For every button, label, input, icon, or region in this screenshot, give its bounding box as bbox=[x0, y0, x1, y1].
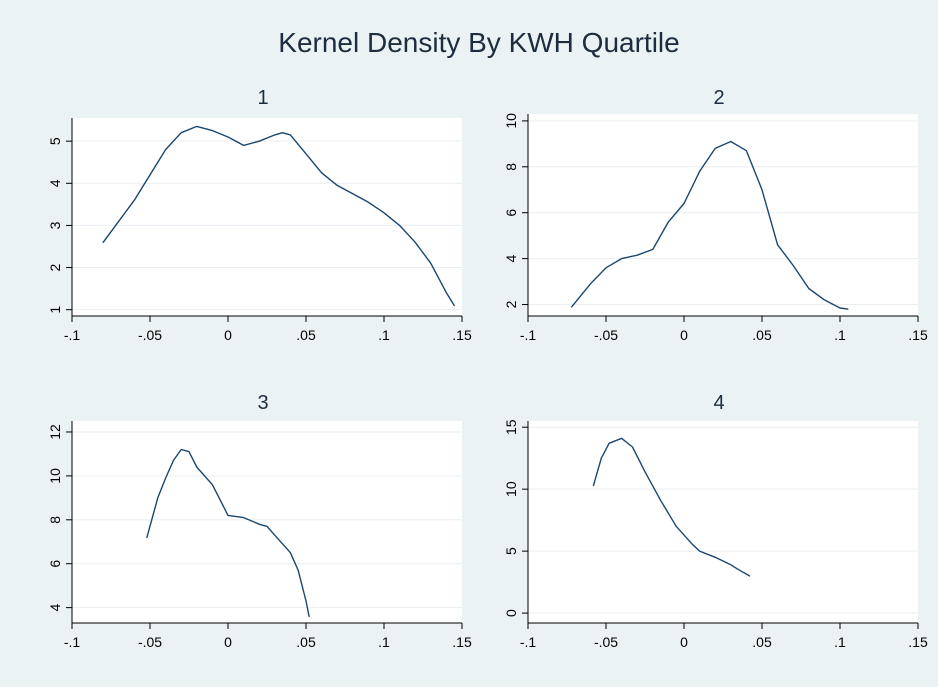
panel-2-x-tick-label-0: -.1 bbox=[520, 327, 537, 343]
panel-2-x-tick-label-5: .15 bbox=[908, 327, 928, 343]
panel-1-y-tick-label-2: 3 bbox=[47, 221, 63, 229]
panel-3-x-tick-label-5: .15 bbox=[452, 634, 472, 650]
panel-4-x-tick-label-4: .1 bbox=[834, 634, 846, 650]
panel-2-density-line-0 bbox=[571, 140, 849, 310]
panel-2-y-tick-label-4: 10 bbox=[503, 113, 519, 129]
panel-1-x-tick-label-2: 0 bbox=[224, 327, 232, 343]
panel-3-title: 3 bbox=[257, 392, 268, 414]
panel-3-x-tick-label-0: -.1 bbox=[64, 634, 81, 650]
panel-2-x-tick-label-3: .05 bbox=[752, 327, 772, 343]
panel-4-y-tick-label-0: 0 bbox=[503, 609, 519, 617]
panel-4-x-tick-label-1: -.05 bbox=[594, 634, 618, 650]
panel-3-y-tick-label-4: 12 bbox=[47, 424, 63, 440]
panel-1-y-tick-label-4: 5 bbox=[47, 137, 63, 145]
panel-4-y-tick-label-1: 5 bbox=[503, 547, 519, 555]
panel-3: 3 -.1 -.05 0 .05 .1 .15 4 6 8 10 12 bbox=[47, 392, 472, 650]
panel-2-plot-area bbox=[528, 114, 918, 316]
panel-4-y-tick-label-3: 15 bbox=[503, 419, 519, 435]
panel-1-title: 1 bbox=[257, 87, 268, 109]
panel-3-plot-area bbox=[72, 421, 462, 623]
panel-3-x-tick-label-3: .05 bbox=[296, 634, 316, 650]
panel-1-y-tick-label-3: 4 bbox=[47, 179, 63, 187]
panel-1-x-tick-label-0: -.1 bbox=[64, 327, 81, 343]
panel-4-density-line-0 bbox=[592, 437, 751, 577]
panel-4-x-tick-label-5: .15 bbox=[908, 634, 928, 650]
panel-2-y-tick-label-2: 6 bbox=[503, 209, 519, 217]
panel-3-x-tick-label-4: .1 bbox=[378, 634, 390, 650]
panel-3-x-tick-label-2: 0 bbox=[224, 634, 232, 650]
panel-3-x-tick-label-1: -.05 bbox=[138, 634, 162, 650]
panel-2-x-tick-label-1: -.05 bbox=[594, 327, 618, 343]
panel-2-x-tick-label-4: .1 bbox=[834, 327, 846, 343]
panel-4-title: 4 bbox=[713, 392, 724, 414]
panel-1-density-line-0 bbox=[102, 125, 455, 307]
panel-1-x-tick-label-3: .05 bbox=[296, 327, 316, 343]
panel-1-plot-area bbox=[72, 118, 462, 316]
panel-4-plot-area bbox=[528, 421, 918, 623]
panel-2-y-tick-label-3: 8 bbox=[503, 163, 519, 171]
panel-1-x-tick-label-4: .1 bbox=[378, 327, 390, 343]
panel-1-x-tick-label-5: .15 bbox=[452, 327, 472, 343]
panel-3-y-tick-label-1: 6 bbox=[47, 560, 63, 568]
panel-3-y-tick-label-3: 10 bbox=[47, 468, 63, 484]
panel-2-y-tick-label-0: 2 bbox=[503, 300, 519, 308]
panel-4-x-tick-label-2: 0 bbox=[680, 634, 688, 650]
panel-3-density-line-0 bbox=[146, 448, 310, 618]
panel-1: 1 -.1 -.05 0 .05 .1 .15 1 2 3 4 5 bbox=[47, 87, 472, 343]
panel-1-y-tick-label-0: 1 bbox=[47, 306, 63, 314]
panel-3-y-tick-label-2: 8 bbox=[47, 516, 63, 524]
panel-2: 2 -.1 -.05 0 .05 .1 .15 2 4 6 8 10 bbox=[503, 87, 928, 343]
panel-1-y-tick-label-1: 2 bbox=[47, 263, 63, 271]
panel-2-title: 2 bbox=[713, 87, 724, 109]
panel-2-y-tick-label-1: 4 bbox=[503, 255, 519, 263]
panel-2-x-tick-label-2: 0 bbox=[680, 327, 688, 343]
chart-title: Kernel Density By KWH Quartile bbox=[278, 27, 679, 58]
panel-4-y-tick-label-2: 10 bbox=[503, 481, 519, 497]
panel-1-x-tick-label-1: -.05 bbox=[138, 327, 162, 343]
panel-4-x-tick-label-3: .05 bbox=[752, 634, 772, 650]
panel-3-y-tick-label-0: 4 bbox=[47, 604, 63, 612]
panel-4: 4 -.1 -.05 0 .05 .1 .15 0 5 10 15 bbox=[503, 392, 928, 650]
panel-4-x-tick-label-0: -.1 bbox=[520, 634, 537, 650]
